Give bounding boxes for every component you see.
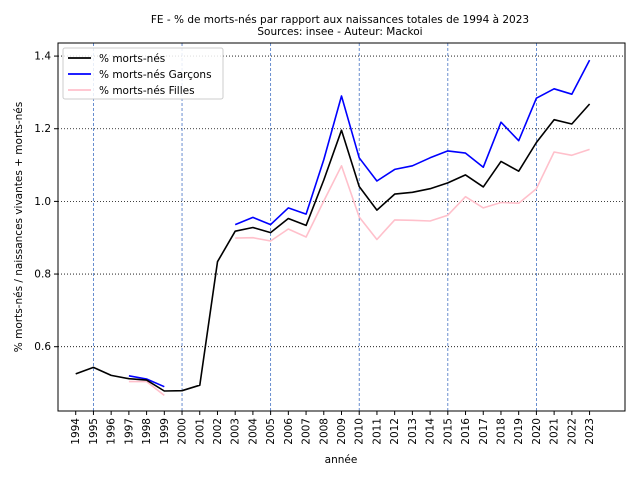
x-tick-label: 1996 bbox=[106, 418, 118, 445]
chart-subtitle: Sources: insee - Auteur: Mackoi bbox=[257, 26, 422, 38]
x-axis: 1994 1995 1996 1997 1998 1999 2000 2001 2002 2003… bbox=[70, 411, 596, 445]
x-tick-label: 1995 bbox=[88, 418, 100, 445]
y-axis: 0.6 0.8 1.0 1.2 1.4 bbox=[34, 51, 58, 353]
x-tick-label: 1998 bbox=[141, 418, 153, 445]
legend-entry-morts-nes: % morts-nés bbox=[99, 53, 165, 65]
x-axis-label: année bbox=[325, 454, 358, 466]
x-tick-label: 2008 bbox=[318, 418, 330, 445]
series-group bbox=[75, 59, 591, 397]
x-tick-label: 2006 bbox=[283, 418, 295, 445]
y-tick-label: 1.2 bbox=[34, 123, 51, 135]
x-tick-label: 2014 bbox=[425, 418, 437, 445]
x-tick-label: 2018 bbox=[495, 418, 507, 445]
x-tick-label: 2021 bbox=[549, 418, 561, 445]
x-tick-label: 2003 bbox=[230, 418, 242, 445]
x-tick-label: 1997 bbox=[123, 418, 135, 445]
x-tick-label: 2016 bbox=[460, 418, 472, 445]
x-tick-label: 2017 bbox=[478, 418, 490, 445]
x-tick-label: 2004 bbox=[247, 418, 259, 445]
y-tick-label: 1.4 bbox=[34, 51, 51, 63]
x-tick-label: 2022 bbox=[566, 418, 578, 445]
legend: % morts-nés % morts-nés Garçons % morts-né… bbox=[62, 47, 224, 100]
x-tick-label: 2015 bbox=[442, 418, 454, 445]
series-line-filles bbox=[128, 148, 590, 397]
x-tick-label: 2005 bbox=[265, 418, 277, 445]
series-line-garcons bbox=[128, 59, 591, 388]
x-tick-label: 2020 bbox=[531, 418, 543, 445]
x-tick-label: 2011 bbox=[371, 418, 383, 445]
x-tick-label: 2002 bbox=[212, 418, 224, 445]
x-tick-label: 2013 bbox=[407, 418, 419, 445]
legend-entry-garcons: % morts-nés Garçons bbox=[99, 69, 212, 81]
x-tick-label: 1994 bbox=[70, 418, 82, 445]
legend-entry-filles: % morts-nés Filles bbox=[99, 85, 195, 97]
x-tick-label: 2007 bbox=[301, 418, 313, 445]
y-tick-label: 0.6 bbox=[34, 341, 51, 353]
chart-title: FE - % de morts-nés par rapport aux nais… bbox=[151, 14, 529, 26]
x-tick-label: 2012 bbox=[389, 418, 401, 445]
y-axis-label: % morts-nés / naissances vivantes + mort… bbox=[13, 102, 25, 352]
x-tick-label: 1999 bbox=[159, 418, 171, 445]
x-tick-label: 2019 bbox=[513, 418, 525, 445]
y-tick-label: 1.0 bbox=[34, 196, 51, 208]
x-tick-label: 2010 bbox=[354, 418, 366, 445]
y-tick-label: 0.8 bbox=[34, 269, 51, 281]
series-line-morts-nes bbox=[75, 103, 591, 392]
x-tick-label: 2009 bbox=[336, 418, 348, 445]
x-tick-label: 2001 bbox=[194, 418, 206, 445]
x-tick-label: 2000 bbox=[177, 418, 189, 445]
legend-frame bbox=[62, 47, 224, 100]
grid bbox=[58, 43, 625, 411]
x-tick-label: 2023 bbox=[584, 418, 596, 445]
